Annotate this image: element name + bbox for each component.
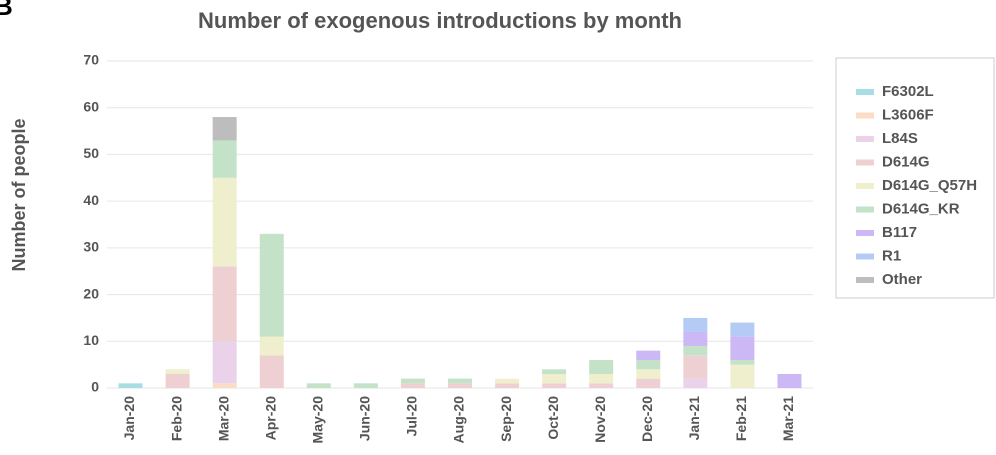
bar-segment	[165, 373, 190, 388]
legend-label: L3606F	[882, 106, 934, 123]
bar-segment	[400, 378, 425, 384]
x-tick-label: Jun-20	[357, 396, 373, 441]
bar-segment	[448, 378, 472, 384]
x-tick-label: Oct-20	[545, 396, 561, 440]
bar-segment	[636, 350, 661, 360]
bar-segment	[542, 373, 567, 384]
legend-label: D614G_Q57H	[882, 177, 977, 194]
bar-segment	[495, 378, 520, 384]
x-tick-label: Jul-20	[404, 396, 420, 437]
y-tick-label: 60	[83, 98, 99, 114]
legend-label: L84S	[882, 130, 918, 147]
bar-segment	[212, 177, 237, 267]
x-tick-label: May-20	[310, 396, 326, 444]
bar-segment	[683, 355, 708, 379]
x-tick-label: Mar-21	[780, 396, 796, 441]
bar-segment	[683, 317, 708, 332]
legend-swatch	[856, 136, 874, 142]
x-tick-label: Jan-20	[121, 396, 137, 441]
panel-label: B	[0, 0, 13, 21]
y-tick-label: 40	[83, 192, 99, 208]
legend-swatch	[856, 277, 874, 283]
x-tick-label: Feb-21	[733, 396, 749, 441]
legend-swatch	[856, 230, 874, 236]
bar-segment	[589, 359, 614, 374]
x-tick-label: Sep-20	[498, 396, 514, 442]
legend-swatch	[856, 253, 874, 260]
x-tick-label: Jan-21	[686, 396, 702, 441]
bar-segment	[683, 345, 708, 356]
bar-segment	[683, 378, 708, 388]
bar-segment	[212, 140, 237, 178]
bar-segment	[730, 336, 755, 360]
bar-segment	[777, 373, 802, 388]
bar-segment	[730, 364, 755, 388]
y-tick-label: 10	[83, 332, 99, 348]
bar-segment	[448, 383, 472, 388]
bar-segment	[589, 383, 614, 388]
bar-segment	[165, 369, 190, 374]
y-tick-label: 30	[83, 239, 99, 255]
y-tick-label: 20	[83, 285, 99, 301]
bar-segment	[306, 383, 331, 388]
y-tick-label: 0	[91, 379, 99, 395]
legend-label: R1	[882, 247, 901, 264]
chart-title: Number of exogenous introductions by mon…	[198, 8, 682, 33]
bar-segment	[589, 373, 614, 384]
x-tick-label: Aug-20	[451, 396, 467, 444]
x-tick-label: Dec-20	[639, 396, 655, 442]
bar-segment	[636, 378, 661, 388]
legend-swatch	[856, 183, 874, 189]
bar-segment	[259, 355, 284, 388]
bar-segment	[730, 359, 755, 365]
y-axis-label: Number of people	[9, 118, 29, 271]
legend-swatch	[856, 159, 874, 166]
bar-segment	[212, 383, 237, 388]
bar-segment	[353, 383, 378, 388]
bar-segment	[636, 359, 661, 370]
legend-swatch	[856, 89, 874, 95]
bar-segment	[542, 369, 567, 374]
bar-segment	[400, 383, 425, 388]
legend-label: D614G_KR	[882, 200, 960, 217]
y-tick-label: 50	[83, 145, 99, 161]
x-tick-label: Mar-20	[215, 396, 231, 441]
bar-segment	[212, 117, 237, 141]
bar-segment	[212, 266, 237, 342]
bar-segment	[259, 233, 284, 337]
legend-swatch	[856, 206, 874, 213]
bar-segment	[636, 369, 661, 379]
x-tick-label: Nov-20	[592, 396, 608, 443]
legend-label: F6302L	[882, 83, 934, 100]
y-tick-label: 70	[83, 52, 99, 68]
legend-label: Other	[882, 271, 922, 288]
legend-label: D614G	[882, 153, 930, 170]
bar-segment	[730, 322, 755, 337]
legend-label: B117	[882, 224, 917, 241]
bar-segment	[542, 383, 567, 388]
bar-segment	[212, 341, 237, 384]
bar-segment	[118, 383, 143, 388]
x-tick-label: Feb-20	[168, 396, 184, 441]
x-tick-label: Apr-20	[262, 396, 278, 441]
bar-segment	[259, 336, 284, 356]
legend-swatch	[856, 112, 874, 119]
bar-segment	[495, 383, 520, 388]
bar-segment	[683, 331, 708, 346]
